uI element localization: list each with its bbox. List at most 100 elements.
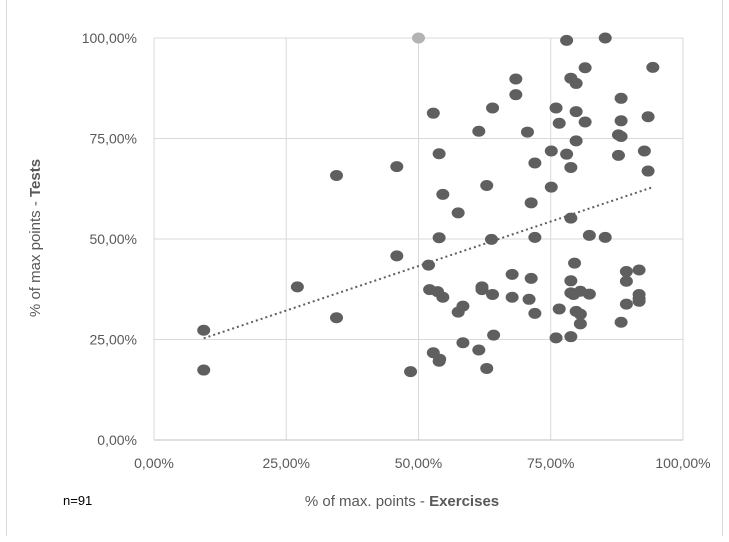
data-point — [611, 149, 625, 161]
data-point — [456, 337, 470, 349]
data-point — [619, 266, 633, 278]
x-tick-label: 0,00% — [134, 455, 174, 471]
data-point — [524, 197, 538, 209]
x-axis-title-bold: Exercises — [429, 493, 499, 510]
data-point — [480, 362, 494, 374]
data-point — [404, 366, 418, 378]
y-tick-labels: 0,00% 25,00% 50,00% 75,00% 100,00% — [82, 30, 137, 448]
data-point — [432, 148, 446, 160]
y-tick-label: 100,00% — [82, 30, 137, 46]
data-point — [564, 275, 578, 287]
data-point — [614, 92, 628, 104]
scatter-chart: 0,00% 25,00% 50,00% 75,00% 100,00% 0,00% 25,0… — [27, 30, 711, 510]
x-tick-label: 75,00% — [527, 455, 574, 471]
data-point — [433, 353, 447, 365]
x-axis-title-normal: % of max. points - — [305, 493, 429, 510]
data-point — [505, 268, 519, 280]
data-point — [646, 61, 660, 73]
data-point — [641, 111, 655, 123]
data-point — [552, 303, 566, 315]
highlighted-data-point — [412, 32, 425, 44]
data-point — [426, 107, 440, 119]
y-tick-label: 75,00% — [90, 131, 137, 147]
data-point — [564, 161, 578, 173]
data-point — [569, 135, 583, 147]
data-point — [390, 250, 404, 262]
x-tick-label: 100,00% — [655, 455, 710, 471]
data-point — [569, 77, 583, 89]
chart-frame: 0,00% 25,00% 50,00% 75,00% 100,00% 0,00% 25,0… — [6, 0, 723, 536]
data-point — [451, 207, 465, 219]
y-tick-label: 25,00% — [90, 332, 137, 348]
data-point — [569, 106, 583, 118]
data-point — [632, 264, 646, 276]
data-point — [522, 293, 536, 305]
data-point — [560, 148, 574, 160]
x-axis-title: % of max. points - Exercises — [305, 493, 499, 510]
data-point — [619, 298, 633, 310]
data-point — [619, 275, 633, 287]
y-tick-label: 50,00% — [90, 231, 137, 247]
data-point — [472, 125, 486, 137]
data-point — [614, 115, 628, 127]
data-point — [436, 291, 450, 303]
axes — [153, 38, 683, 441]
data-point — [197, 324, 211, 336]
x-tick-label: 50,00% — [395, 455, 442, 471]
data-point — [598, 231, 612, 243]
data-point — [641, 165, 655, 177]
data-point — [549, 102, 563, 114]
data-point — [568, 257, 582, 269]
data-points — [197, 32, 660, 378]
data-point — [487, 329, 501, 341]
data-point — [544, 145, 558, 157]
data-point — [528, 307, 542, 319]
data-point — [509, 73, 523, 85]
data-point — [614, 316, 628, 328]
data-point — [330, 169, 344, 181]
data-point — [485, 233, 499, 245]
data-point — [509, 89, 523, 101]
data-point — [524, 272, 538, 284]
y-tick-label: 0,00% — [97, 432, 137, 448]
data-point — [475, 284, 489, 296]
data-point — [472, 344, 486, 356]
data-point — [422, 259, 436, 271]
data-point — [486, 102, 500, 114]
x-tick-labels: 0,00% 25,00% 50,00% 75,00% 100,00% — [134, 455, 710, 471]
data-point — [549, 332, 563, 344]
data-point — [614, 130, 628, 142]
data-point — [480, 180, 494, 192]
data-point — [582, 288, 596, 300]
x-tick-label: 25,00% — [263, 455, 310, 471]
data-point — [520, 126, 534, 138]
data-point — [486, 288, 500, 300]
sample-size-label: n=91 — [63, 493, 93, 508]
data-point — [456, 300, 470, 312]
data-point — [582, 229, 596, 241]
data-point — [528, 157, 542, 169]
data-point — [432, 232, 446, 244]
y-axis-title-bold: Tests — [27, 159, 44, 197]
data-point — [578, 116, 592, 128]
data-point — [390, 161, 404, 173]
data-point — [330, 312, 344, 324]
data-point — [560, 34, 574, 46]
data-point — [197, 364, 211, 376]
data-point — [578, 62, 592, 74]
data-point — [598, 32, 612, 44]
data-point — [573, 308, 587, 320]
data-point — [290, 281, 304, 293]
data-point — [637, 145, 651, 157]
data-point — [528, 231, 542, 243]
data-point — [436, 188, 450, 200]
data-point — [573, 318, 587, 330]
data-point — [564, 331, 578, 343]
data-point — [552, 117, 566, 129]
y-axis-title-normal: % of max points - — [27, 197, 44, 317]
data-point — [632, 295, 646, 307]
data-point — [564, 212, 578, 224]
y-axis-title: % of max points - Tests — [27, 159, 44, 317]
data-point — [505, 291, 519, 303]
data-point — [544, 181, 558, 193]
